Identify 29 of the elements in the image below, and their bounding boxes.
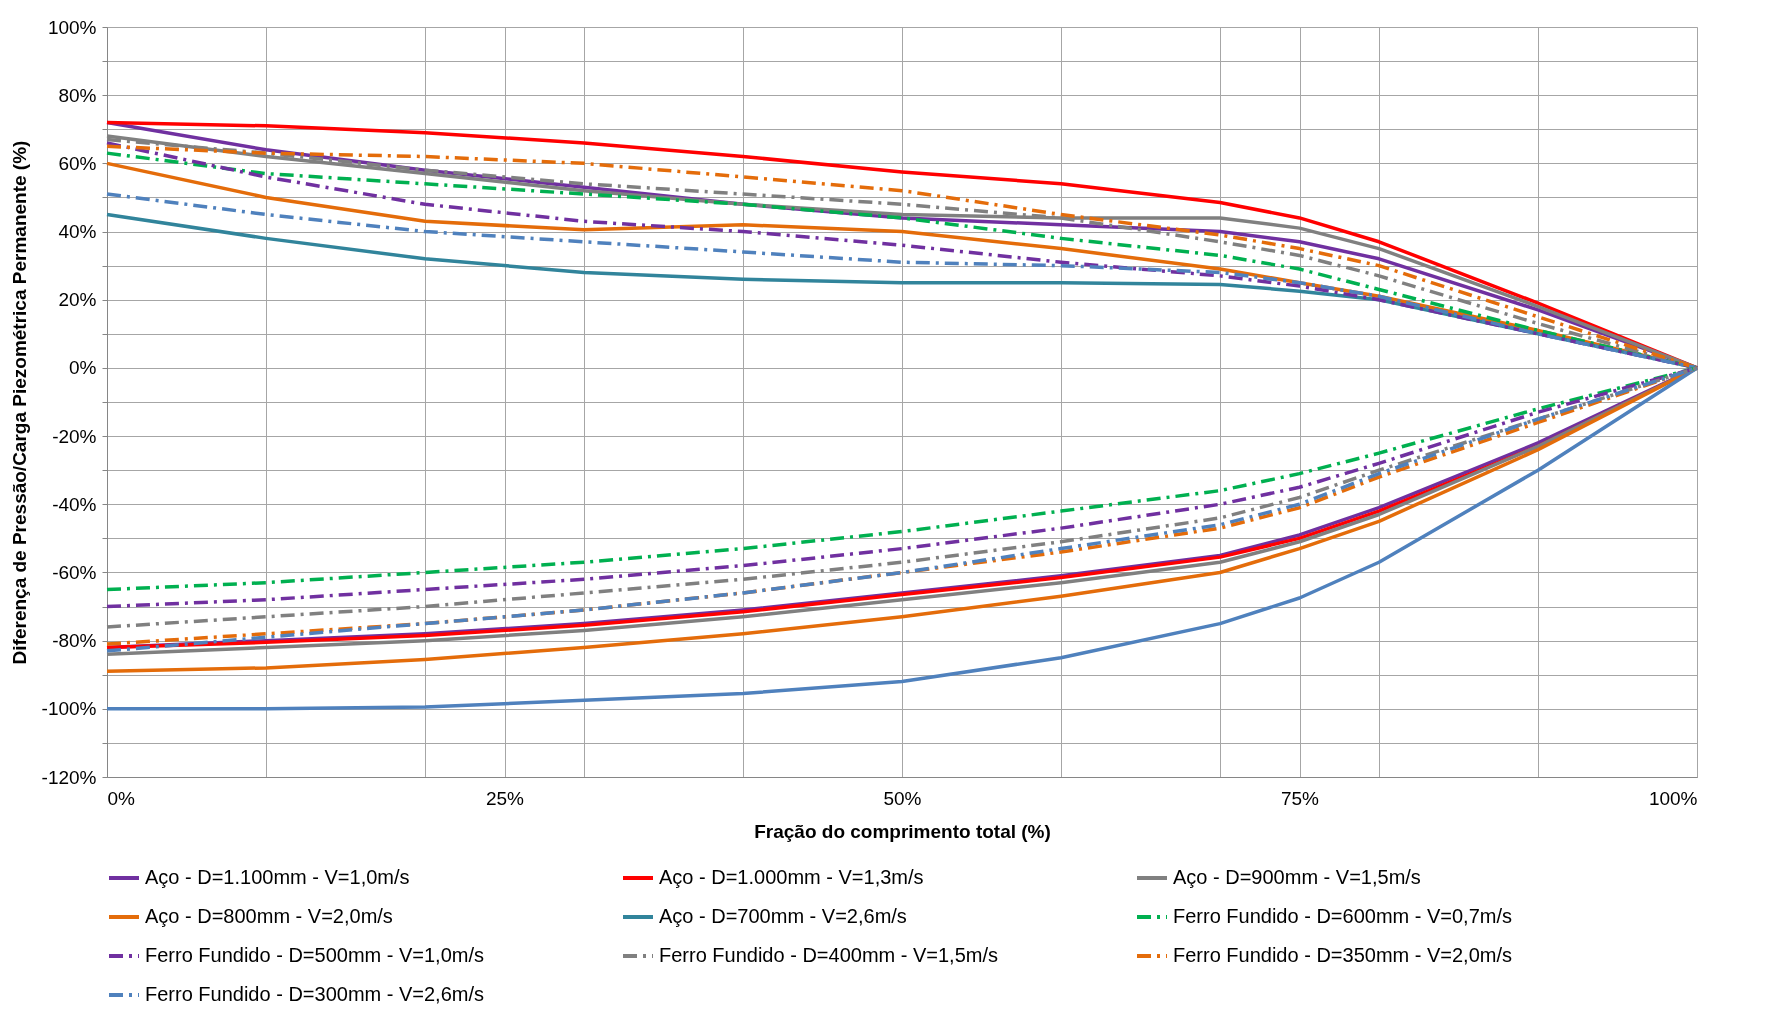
x-axis-title: Fração do comprimento total (%) (754, 820, 1051, 842)
x-tick-label: 25% (485, 787, 525, 809)
y-tick-label: 80% (58, 84, 97, 106)
y-tick-label: -100% (41, 698, 97, 720)
y-tick-label: -120% (41, 766, 97, 788)
legend-label: Ferro Fundido - D=500mm - V=1,0m/s (145, 944, 485, 966)
legend-label: Aço - D=1.100mm - V=1,0m/s (145, 866, 410, 888)
y-tick-label: 60% (58, 152, 97, 174)
y-tick-label: -40% (52, 493, 97, 515)
y-tick-label: 100% (47, 16, 97, 38)
y-tick-label: -20% (52, 425, 97, 447)
x-tick-label: 100% (1648, 787, 1698, 809)
legend-label: Aço - D=800mm - V=2,0m/s (145, 905, 393, 927)
y-tick-label: 20% (58, 289, 97, 311)
legend-label: Aço - D=900mm - V=1,5m/s (1173, 866, 1421, 888)
x-tick-label: 0% (107, 787, 136, 809)
legend-label: Aço - D=700mm - V=2,6m/s (659, 905, 907, 927)
y-tick-label: -60% (52, 561, 97, 583)
legend-label: Ferro Fundido - D=300mm - V=2,6m/s (145, 983, 485, 1005)
legend-label: Aço - D=1.000mm - V=1,3m/s (659, 866, 924, 888)
legend-label: Ferro Fundido - D=600mm - V=0,7m/s (1173, 905, 1513, 927)
x-tick-label: 50% (883, 787, 922, 809)
y-tick-label: 40% (58, 221, 97, 243)
legend-label: Ferro Fundido - D=400mm - V=1,5m/s (659, 944, 999, 966)
x-tick-label: 75% (1280, 787, 1320, 809)
y-tick-label: -80% (52, 630, 97, 652)
y-tick-label: 0% (69, 357, 97, 379)
legend-label: Ferro Fundido - D=350mm - V=2,0m/s (1173, 944, 1513, 966)
y-axis-title: Diferença de Pressão/Carga Piezométrica Permanente (%) (8, 140, 30, 665)
